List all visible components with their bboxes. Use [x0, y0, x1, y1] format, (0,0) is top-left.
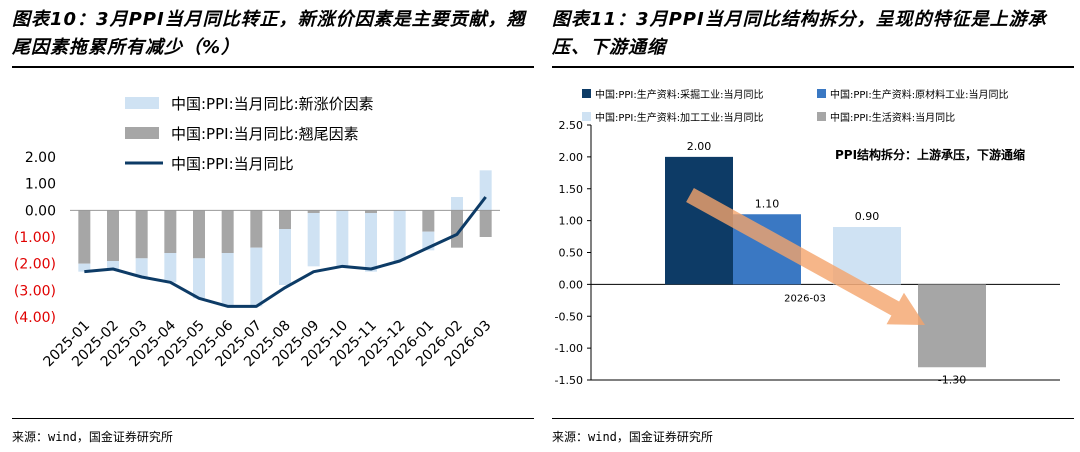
- y-tick-label: -1.50: [555, 374, 583, 387]
- new-price-factor-bar: [279, 229, 291, 285]
- tail-factor-bar: [365, 210, 377, 213]
- legend-swatch: [817, 112, 826, 121]
- y-tick-label: 2.50: [559, 119, 584, 132]
- new-price-factor-bar: [365, 213, 377, 272]
- legend-swatch: [817, 89, 826, 98]
- structure-bar: [918, 284, 986, 368]
- legend-label: 中国:PPI:生活资料:当月同比: [830, 111, 955, 124]
- right-title-rule: [552, 66, 1074, 68]
- legend-label: 中国:PPI:生产资料:加工工业:当月同比: [595, 111, 764, 124]
- legend-swatch-tail: [125, 127, 159, 139]
- new-price-factor-bar: [451, 197, 463, 211]
- new-price-factor-bar: [78, 263, 91, 272]
- tail-factor-bar: [451, 210, 463, 248]
- y-tick-label: 1.00: [25, 177, 56, 193]
- y-tick-label: 1.00: [559, 215, 584, 228]
- new-price-factor-bar: [336, 210, 349, 267]
- legend-swatch: [582, 112, 591, 121]
- ppi-yoy-line: [84, 196, 487, 308]
- legend-swatch-new-price: [125, 97, 159, 109]
- tail-factor-bar: [107, 210, 119, 261]
- legend-label: 中国:PPI:当月同比: [171, 155, 294, 173]
- left-source-note: 来源：wind，国金证券研究所: [12, 430, 173, 444]
- tail-factor-bar: [135, 210, 148, 259]
- y-tick-label: 2.00: [25, 150, 56, 166]
- y-tick-label: (1.00): [14, 230, 56, 246]
- y-tick-label: -1.00: [555, 342, 583, 355]
- y-tick-label: -0.50: [555, 310, 583, 323]
- bar-value-label: 1.10: [755, 197, 780, 210]
- new-price-factor-bar: [307, 213, 320, 267]
- bar-value-label: -1.30: [938, 373, 966, 386]
- right-chart-title: 图表11：3月PPI当月同比结构拆分，呈现的特征是上游承压、下游通缩: [552, 9, 1047, 58]
- y-tick-label: (2.00): [14, 257, 56, 273]
- tail-factor-bar: [250, 210, 263, 248]
- right-source-rule: [552, 418, 1074, 419]
- legend-swatch: [582, 89, 591, 98]
- new-price-factor-bar: [393, 210, 406, 261]
- legend-label: 中国:PPI:当月同比:新涨价因素: [171, 95, 374, 113]
- annotation-text: PPI结构拆分：上游承压，下游通缩: [835, 147, 1025, 162]
- tail-factor-bar: [279, 210, 291, 229]
- tail-factor-bar: [78, 210, 91, 264]
- y-tick-label: 2.00: [559, 151, 584, 164]
- legend-label: 中国:PPI:生产资料:采掘工业:当月同比: [595, 88, 764, 101]
- tail-factor-bar: [479, 210, 492, 237]
- right-chart: 2.50 2.00 1.50 1.00 0.50 0.00 -0.50 -1.00 -1.50 2…: [555, 88, 1060, 387]
- x-category-label: 2026-03: [784, 293, 826, 304]
- y-tick-label: (4.00): [14, 310, 56, 326]
- y-tick-label: 0.00: [25, 203, 56, 219]
- tail-factor-bar: [422, 210, 435, 232]
- left-chart-title: 图表10：3月PPI当月同比转正，新涨价因素是主要贡献，翘尾因素拖累所有减少（%…: [12, 9, 526, 58]
- legend-label: 中国:PPI:生产资料:原材料工业:当月同比: [830, 88, 1009, 101]
- new-price-factor-bar: [250, 247, 263, 307]
- legend-label: 中国:PPI:当月同比:翘尾因素: [171, 125, 359, 143]
- new-price-factor-bar: [221, 253, 234, 307]
- right-source-note: 来源：wind，国金证券研究所: [552, 430, 713, 444]
- left-chart: 2.001.000.00(1.00)(2.00)(3.00)(4.00)2025…: [14, 95, 500, 370]
- new-price-factor-bar: [107, 261, 119, 269]
- y-tick-label: 1.50: [559, 183, 584, 196]
- tail-factor-bar: [221, 210, 234, 253]
- tail-factor-bar: [193, 210, 205, 259]
- new-price-factor-bar: [193, 258, 205, 299]
- new-price-factor-bar: [164, 253, 177, 283]
- left-source-rule: [12, 418, 534, 419]
- new-price-factor-bar: [135, 258, 148, 277]
- y-tick-label: 0.00: [559, 278, 584, 291]
- tail-factor-bar: [164, 210, 177, 253]
- y-tick-label: (3.00): [14, 283, 56, 299]
- y-tick-label: 0.50: [559, 247, 584, 260]
- left-title-rule: [12, 66, 534, 68]
- bar-value-label: 0.90: [855, 210, 880, 223]
- tail-factor-bar: [307, 210, 320, 213]
- bar-value-label: 2.00: [687, 140, 712, 153]
- trend-arrow: [686, 187, 925, 325]
